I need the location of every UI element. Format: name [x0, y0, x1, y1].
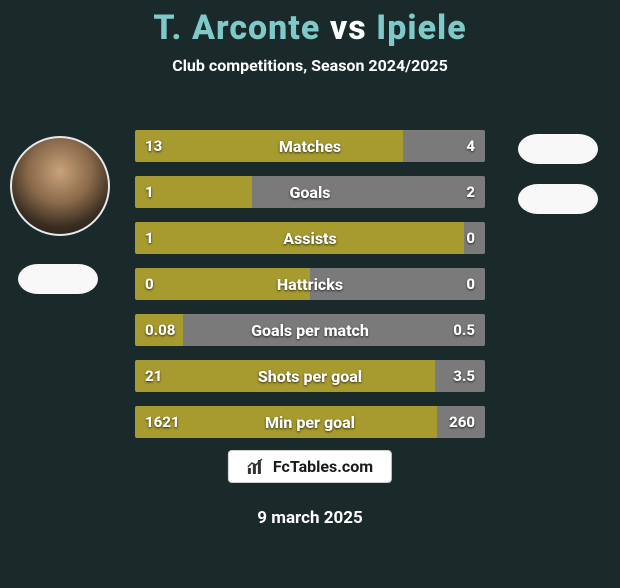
stat-label: Assists: [135, 222, 485, 254]
player1-flag-icon: [18, 264, 98, 294]
comparison-title: T. Arconte vs Ipiele: [0, 8, 620, 48]
stat-row: Assists1 0: [135, 222, 485, 254]
player2-name: Ipiele: [376, 8, 467, 48]
stat-value-right: 0.5: [443, 314, 485, 346]
stat-value-left: 1: [135, 222, 164, 254]
stat-row: Goals1 2: [135, 176, 485, 208]
stat-label: Shots per goal: [135, 360, 485, 392]
subtitle: Club competitions, Season 2024/2025: [0, 56, 620, 75]
title-vs: vs: [330, 8, 367, 48]
brand-text: FcTables.com: [273, 457, 373, 476]
stat-value-right: 2: [456, 176, 485, 208]
stat-label: Goals: [135, 176, 485, 208]
stat-value-right: 4: [456, 130, 485, 162]
stat-value-right: 0: [456, 222, 485, 254]
stat-row: Min per goal1621260: [135, 406, 485, 438]
stat-value-left: 21: [135, 360, 172, 392]
stat-label: Matches: [135, 130, 485, 162]
stat-value-left: 0: [135, 268, 164, 300]
stat-row: Matches13 4: [135, 130, 485, 162]
player1-name: T. Arconte: [153, 8, 320, 48]
brand-badge: FcTables.com: [228, 450, 392, 483]
stat-value-right: 3.5: [443, 360, 485, 392]
player1-avatar: [10, 136, 110, 236]
stat-row: Hattricks0 0: [135, 268, 485, 300]
stat-value-right: 260: [439, 406, 485, 438]
stat-bars: Matches134Goals12Assists10Hattricks00Goa…: [135, 130, 485, 452]
stat-value-left: 1621: [135, 406, 190, 438]
brand-chart-icon: [247, 458, 265, 476]
footer-date: 9 march 2025: [0, 508, 620, 528]
stat-label: Goals per match: [135, 314, 485, 346]
player2-flag-icon: [518, 134, 598, 164]
player2-flag2-icon: [518, 184, 598, 214]
stat-value-right: 0: [456, 268, 485, 300]
stat-row: Shots per goal21 3.5: [135, 360, 485, 392]
stat-value-left: 0.08: [135, 314, 185, 346]
stat-value-left: 13: [135, 130, 172, 162]
stat-value-left: 1: [135, 176, 164, 208]
stat-label: Hattricks: [135, 268, 485, 300]
stat-row: Goals per match0.08 0.5: [135, 314, 485, 346]
